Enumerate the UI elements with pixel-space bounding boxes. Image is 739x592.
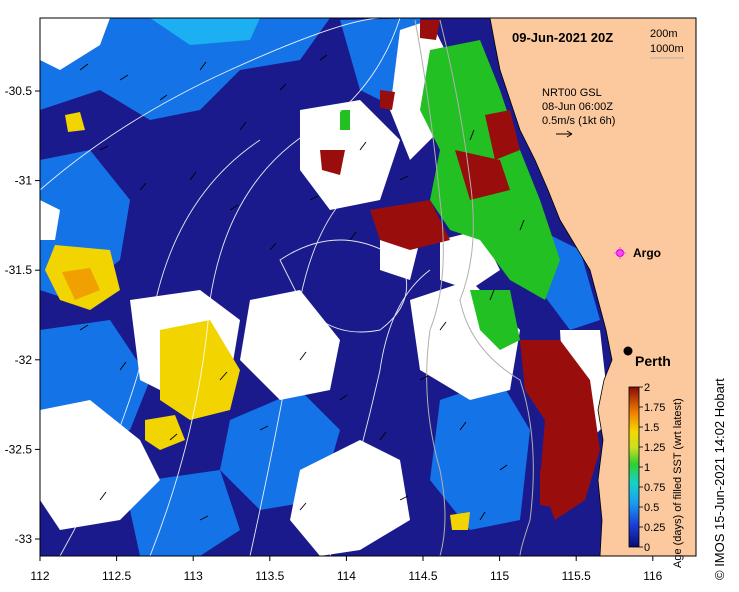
colorbar-tick-label: 1.5 — [644, 422, 659, 434]
date-label: 09-Jun-2021 20Z — [512, 30, 613, 45]
colorbar-tick-label: 0.5 — [644, 502, 659, 514]
oldest-regions — [320, 20, 600, 520]
colorbar-tick-label: 0 — [644, 542, 650, 554]
credit-text: © IMOS 15-Jun-2021 14:02 Hobart — [712, 378, 727, 580]
lon-tick-label: 112.5 — [102, 569, 131, 583]
lon-tick-label: 115.5 — [562, 569, 591, 583]
lon-tick-label: 116 — [643, 569, 662, 583]
bathymetry-contours — [414, 19, 534, 556]
contour-label-1000m: 1000m — [650, 43, 684, 55]
current-vectors — [79, 54, 525, 521]
colorbar-tick-label: 1.75 — [644, 402, 665, 414]
plot-frame — [39, 17, 697, 557]
colorbar-tick-label: 0.75 — [644, 482, 665, 494]
colorbar-tick-label: 0.25 — [644, 522, 665, 534]
lon-tick-label: 113 — [184, 569, 203, 583]
city-marker-icon — [623, 346, 633, 356]
lat-tick-label: -32 — [15, 353, 33, 367]
colorbar-tick-label: 1.25 — [644, 442, 665, 454]
lon-tick-label: 112 — [30, 569, 49, 583]
current-scale-label: 0.5m/s (1kt 6h) — [542, 115, 615, 127]
lat-tick-label: -31 — [15, 174, 33, 188]
lat-tick-label: -33 — [15, 532, 33, 546]
city-label: Perth — [635, 353, 671, 369]
lat-tick-label: -30.5 — [5, 84, 33, 98]
current-source-label: NRT00 GSL — [542, 87, 602, 99]
latitude-axis: -30.5 -31 -31.5 -32 -32.5 -33 — [5, 84, 40, 546]
contour-label-200m: 200m — [650, 28, 678, 40]
colorbar-tick-label: 1 — [644, 462, 650, 474]
sst-contours — [40, 18, 431, 556]
lat-tick-label: -31.5 — [5, 263, 33, 277]
lon-tick-label: 115 — [490, 569, 509, 583]
colorbar — [628, 386, 640, 548]
current-scale-arrow — [556, 130, 573, 138]
lon-tick-label: 114.5 — [408, 569, 437, 583]
lon-tick-label: 114 — [337, 569, 356, 583]
lat-tick-label: -32.5 — [5, 442, 33, 456]
land-mass — [489, 18, 696, 556]
colorbar-title: Age (days) of filled SST (wrt latest) — [672, 398, 684, 568]
longitude-axis: 112 112.5 113 113.5 114 114.5 115 115.5 116 — [30, 556, 663, 583]
argo-marker-icon — [614, 247, 626, 259]
argo-label: Argo — [633, 246, 661, 260]
lon-tick-label: 113.5 — [255, 569, 284, 583]
colorbar-ticks: 0 0.25 0.5 0.75 1 1.25 1.5 1.75 2 — [639, 382, 665, 554]
colorbar-tick-label: 2 — [644, 382, 650, 394]
orange-patches — [62, 268, 100, 300]
current-time-label: 08-Jun 06:00Z — [542, 101, 613, 113]
